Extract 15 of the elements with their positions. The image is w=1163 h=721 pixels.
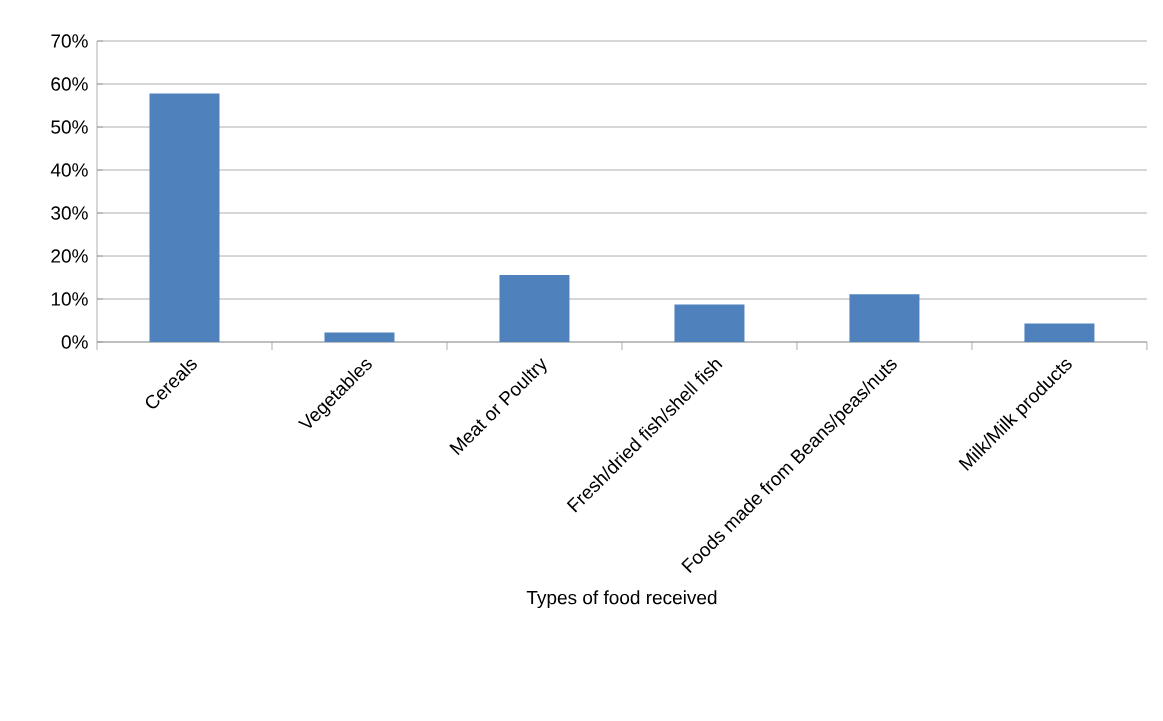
bar <box>324 332 395 342</box>
bar <box>674 304 745 342</box>
bar <box>849 294 920 342</box>
y-tick-label: 10% <box>51 292 88 306</box>
y-tick-label: 30% <box>51 206 88 220</box>
y-tick-label: 50% <box>51 120 88 134</box>
y-tick-label: 60% <box>51 77 88 91</box>
bar <box>499 274 570 342</box>
x-axis-title: Types of food received <box>526 590 717 609</box>
y-tick-label: 70% <box>51 34 88 48</box>
bar <box>1024 323 1095 342</box>
y-tick-label: 0% <box>61 335 88 349</box>
y-tick-label: 20% <box>51 249 88 263</box>
bar <box>149 93 220 342</box>
y-tick-label: 40% <box>50 163 88 177</box>
